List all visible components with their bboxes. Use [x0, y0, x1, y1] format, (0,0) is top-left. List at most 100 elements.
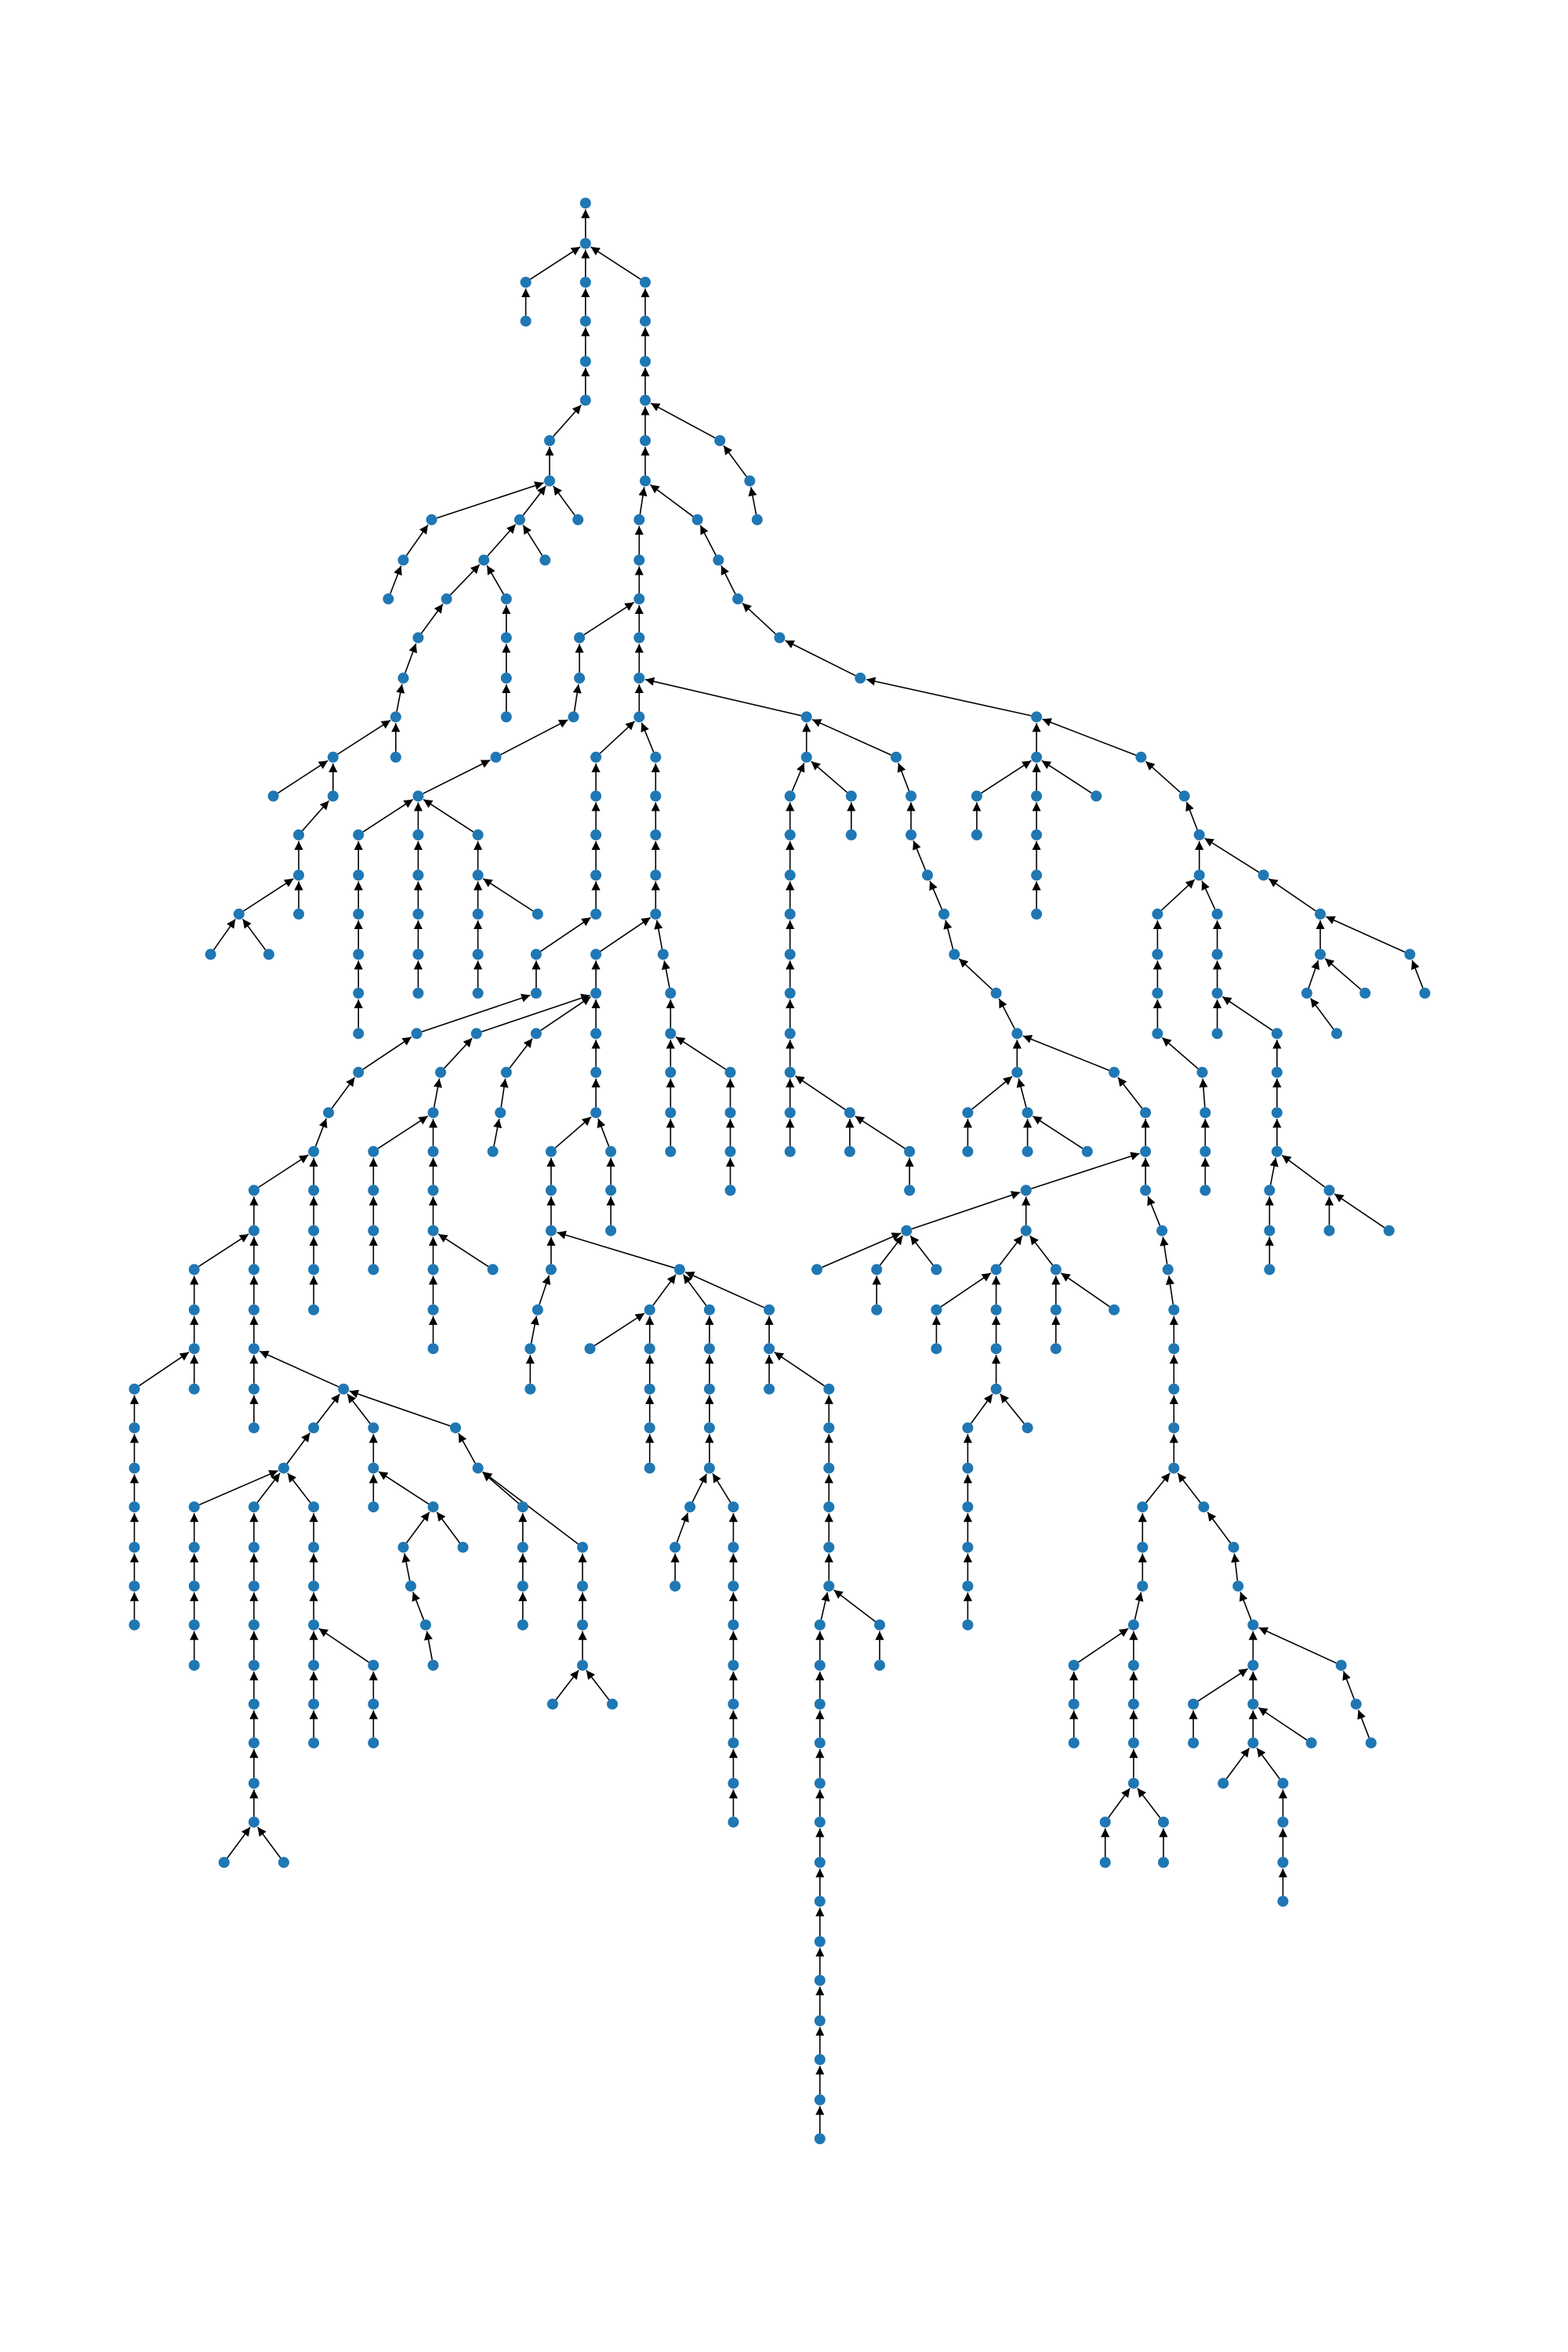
tree-node: [931, 1304, 942, 1316]
tree-edge: [1256, 1748, 1280, 1780]
tree-node: [640, 394, 651, 406]
tree-node: [517, 1501, 528, 1513]
tree-node: [814, 1817, 826, 1828]
tree-edge: [785, 640, 856, 677]
tree-node: [472, 987, 484, 999]
tree-node: [1323, 1185, 1335, 1196]
tree-node: [457, 1541, 469, 1553]
tree-node: [248, 1777, 260, 1789]
tree-node: [1168, 1304, 1180, 1316]
tree-node: [248, 1619, 260, 1631]
tree-node: [1247, 1660, 1259, 1671]
tree-node: [931, 1343, 942, 1355]
tree-node: [1068, 1698, 1080, 1710]
tree-node: [205, 949, 216, 960]
tree-node: [1022, 1107, 1033, 1119]
tree-edge: [811, 760, 848, 793]
tree-node: [1305, 1737, 1317, 1749]
tree-node: [1359, 987, 1371, 999]
tree-node: [1158, 1857, 1169, 1868]
tree-node: [590, 987, 602, 999]
tree-node: [1264, 1264, 1276, 1276]
tree-node: [590, 1066, 602, 1078]
tree-edge: [540, 916, 591, 953]
tree-edge: [794, 1075, 846, 1110]
tree-node: [1152, 987, 1163, 999]
tree-node: [412, 829, 424, 840]
tree-edge: [1042, 718, 1137, 757]
tree-edge: [1258, 1707, 1308, 1740]
tree-edge: [720, 565, 736, 594]
tree-node: [1211, 987, 1223, 999]
tree-node: [1271, 1028, 1283, 1040]
tree-node: [517, 1541, 528, 1553]
tree-node: [308, 1619, 320, 1631]
tree-node: [218, 1857, 230, 1868]
tree-node: [1137, 1541, 1149, 1553]
tree-edge: [316, 1393, 340, 1425]
tree-node: [990, 1304, 1002, 1316]
tree-edge: [278, 760, 328, 794]
tree-node: [1271, 1145, 1283, 1157]
tree-node: [1099, 1817, 1111, 1828]
tree-node: [732, 593, 744, 604]
tree-node: [579, 198, 591, 209]
tree-node: [728, 1619, 739, 1631]
tree-node: [1127, 1777, 1139, 1789]
tree-edge: [1147, 1196, 1161, 1226]
tree-edge: [390, 565, 402, 594]
tree-node: [427, 1264, 439, 1276]
tree-node: [267, 790, 279, 802]
tree-node: [1247, 1698, 1259, 1710]
tree-edge: [1239, 1592, 1252, 1621]
tree-node: [814, 2015, 826, 2027]
tree-node: [308, 1501, 320, 1513]
tree-node: [1158, 1817, 1169, 1828]
tree-edge: [243, 878, 294, 912]
tree-node: [644, 1422, 655, 1434]
tree-node: [1198, 1501, 1210, 1513]
tree-node: [814, 2094, 826, 2106]
tree-node: [1315, 949, 1326, 960]
tree-edge: [436, 1512, 461, 1544]
tree-node: [728, 1817, 739, 1828]
tree-node: [823, 1541, 835, 1553]
tree-node: [1099, 1857, 1111, 1868]
tree-node: [327, 751, 339, 763]
tree-node: [1200, 1145, 1211, 1157]
tree-edge: [699, 524, 717, 556]
tree-node: [188, 1343, 200, 1355]
tree-node: [427, 1185, 439, 1196]
tree-node: [368, 1501, 379, 1513]
tree-node: [188, 1581, 200, 1592]
tree-edge: [1325, 916, 1406, 953]
tree-node: [1168, 1383, 1180, 1395]
tree-edge: [256, 1472, 281, 1504]
tree-node: [248, 1817, 260, 1828]
tree-edge: [833, 1589, 876, 1623]
tree-node: [1315, 908, 1326, 920]
tree-node: [500, 1066, 512, 1078]
tree-edge: [1145, 760, 1181, 793]
tree-edge: [423, 759, 491, 794]
tree-edge: [337, 720, 391, 755]
tree-edge: [682, 1274, 707, 1306]
tree-edge: [557, 1230, 675, 1269]
tree-node: [1127, 1737, 1139, 1749]
tree-edge: [1000, 1393, 1025, 1425]
tree-node: [811, 1264, 822, 1276]
tree-edge: [654, 920, 663, 949]
tree-edge: [433, 1078, 442, 1108]
tree-edge: [522, 524, 543, 556]
tree-edge: [999, 1235, 1023, 1266]
tree-node: [640, 315, 651, 327]
tree-edge: [1145, 1472, 1171, 1504]
tree-node: [962, 1107, 974, 1119]
tree-node: [703, 1304, 715, 1316]
tree-node: [470, 1028, 482, 1040]
tree-node: [188, 1304, 200, 1316]
tree-node: [1178, 790, 1190, 802]
tree-node: [472, 869, 484, 881]
tree-edge: [811, 718, 891, 756]
tree-node: [590, 908, 602, 920]
